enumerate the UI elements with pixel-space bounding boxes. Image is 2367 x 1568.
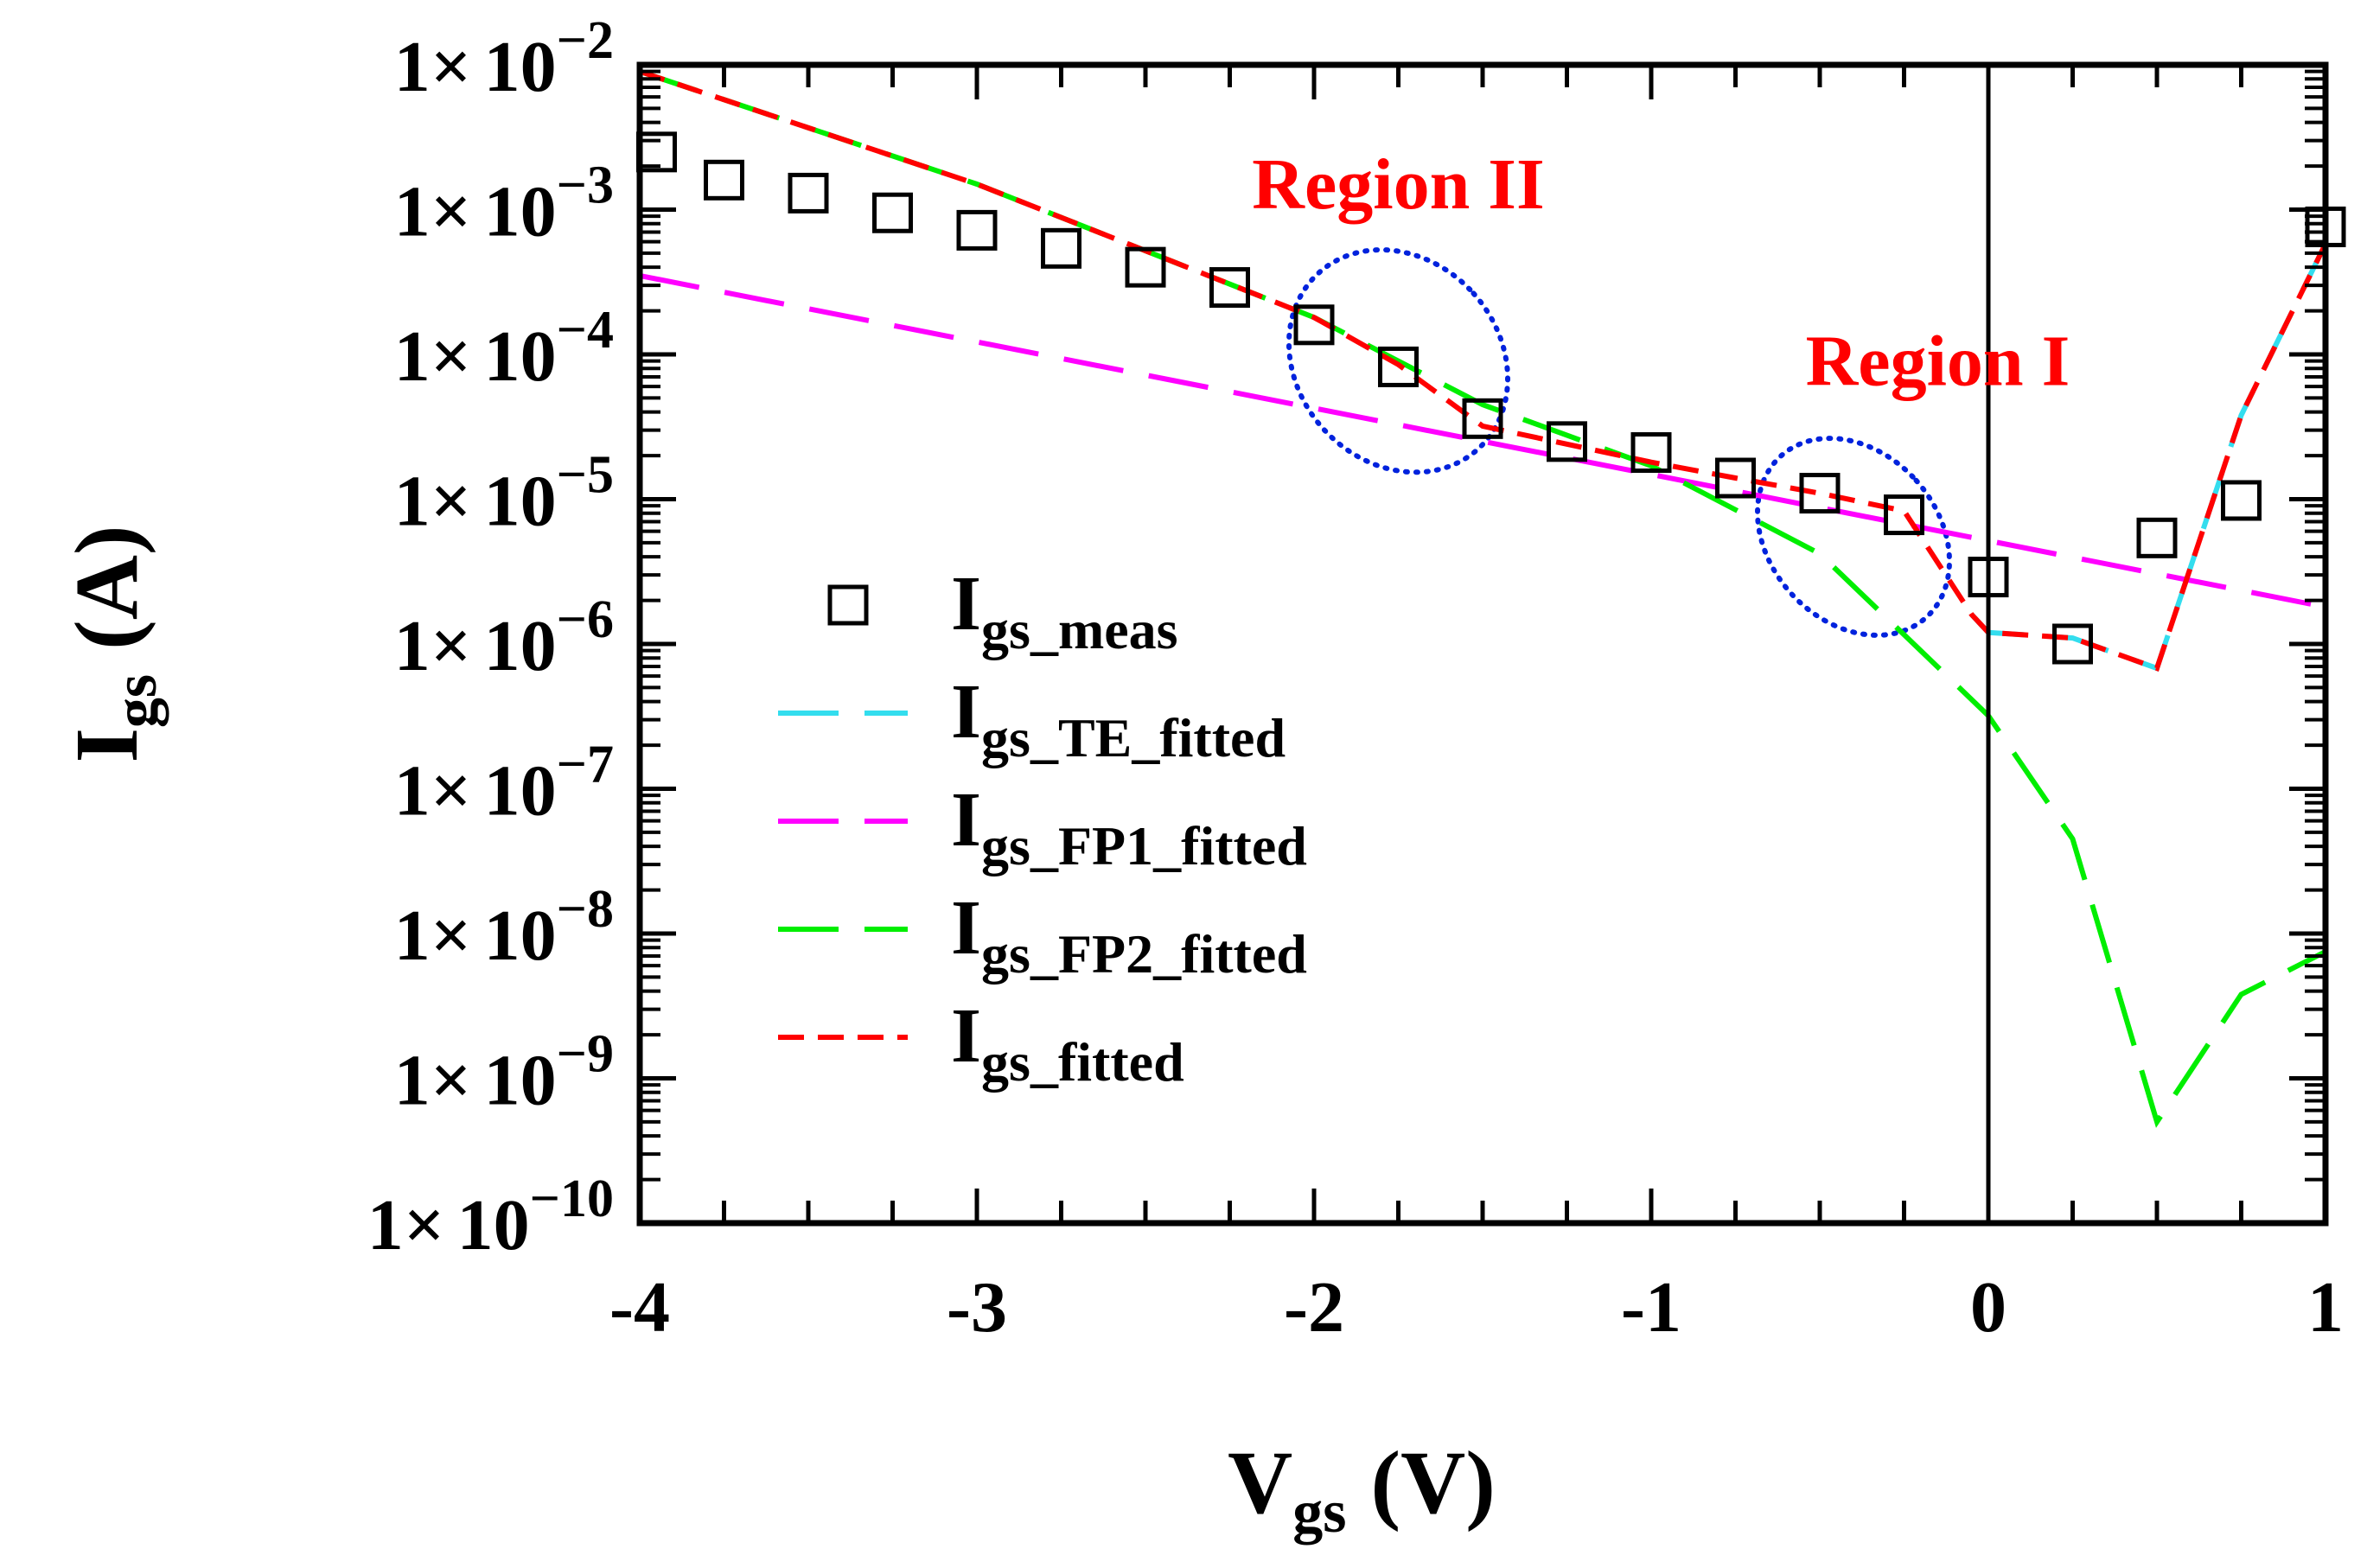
x-tick-label: -4 bbox=[609, 1267, 670, 1348]
series-line-gs-TE-fitted bbox=[1969, 242, 2328, 672]
y-tick-base: 10 bbox=[484, 751, 557, 832]
series-line-gs-fitted bbox=[639, 68, 2328, 672]
y-tick-label: 1× 10−2 bbox=[394, 11, 614, 107]
y-tick-label: 1× 10−8 bbox=[394, 880, 614, 976]
region-label: Region I bbox=[1806, 322, 2070, 402]
x-tick-label: -3 bbox=[947, 1267, 1007, 1348]
meas-marker bbox=[788, 172, 829, 214]
y-tick-base: 10 bbox=[484, 462, 557, 542]
y-tick-exponent: −10 bbox=[530, 1170, 614, 1228]
series-line-gs-FP1-fitted bbox=[639, 272, 2326, 610]
legend-label-main: I bbox=[951, 669, 981, 755]
meas-marker bbox=[1715, 457, 1756, 499]
y-axis-title: Igs(A) bbox=[57, 525, 169, 762]
legend-label-sub: gs_fitted bbox=[981, 1031, 1184, 1093]
y-tick-mantissa: 1× bbox=[394, 896, 472, 976]
highlight-ellipse bbox=[1755, 436, 1952, 638]
legend-label-main: I bbox=[951, 885, 981, 971]
y-tick-base: 10 bbox=[484, 1041, 557, 1121]
legend-label-main: I bbox=[951, 993, 981, 1079]
meas-marker bbox=[1293, 304, 1335, 346]
meas-marker bbox=[1041, 227, 1081, 269]
y-tick-mantissa: 1× bbox=[394, 751, 472, 832]
meas-marker bbox=[704, 159, 744, 201]
y-tick-label: 1× 10−7 bbox=[394, 736, 614, 832]
meas-marker bbox=[1547, 421, 1587, 462]
y-tick-base: 10 bbox=[484, 172, 557, 252]
y-tick-label: 1× 10−9 bbox=[394, 1025, 614, 1121]
meas-marker bbox=[1630, 432, 1672, 474]
series-line-gs-FP2-fitted bbox=[639, 68, 2327, 1128]
y-tick-label: 1× 10−6 bbox=[394, 590, 614, 686]
y-tick-exponent: −5 bbox=[557, 446, 614, 505]
legend-label: Igs_fitted bbox=[951, 993, 1184, 1093]
legend-label: Igs_TE_fitted bbox=[951, 669, 1286, 768]
highlight-ellipses bbox=[1286, 247, 1952, 638]
y-tick-base: 10 bbox=[484, 316, 557, 397]
legend-label-main: I bbox=[951, 561, 981, 647]
legend-label-sub: gs_FP1_fitted bbox=[981, 815, 1307, 876]
meas-marker bbox=[1799, 473, 1841, 514]
y-tick-base: 10 bbox=[484, 896, 557, 976]
legend-swatch-marker bbox=[827, 584, 869, 626]
y-tick-mantissa: 1× bbox=[394, 1041, 472, 1121]
annotations: Region II Region I bbox=[1252, 144, 2070, 402]
legend-label: Igs_FP1_fitted bbox=[951, 777, 1307, 876]
legend-label-sub: gs_TE_fitted bbox=[981, 707, 1286, 768]
y-tick-mantissa: 1× bbox=[394, 27, 472, 107]
region-label: Region II bbox=[1252, 144, 1544, 225]
y-tick-exponent: −7 bbox=[557, 736, 614, 794]
y-tick-base: 10 bbox=[484, 27, 557, 107]
measured-markers bbox=[636, 131, 2346, 665]
y-tick-label: 1× 10−10 bbox=[367, 1170, 614, 1265]
x-tick-label: -2 bbox=[1284, 1267, 1344, 1348]
y-tick-mantissa: 1× bbox=[394, 172, 472, 252]
meas-marker bbox=[872, 192, 913, 233]
y-tick-exponent: −6 bbox=[557, 590, 614, 649]
y-tick-label: 1× 10−3 bbox=[394, 156, 614, 252]
legend-label-sub: gs_meas bbox=[981, 599, 1178, 660]
y-tick-exponent: −4 bbox=[557, 301, 614, 360]
meas-marker bbox=[1462, 398, 1503, 439]
legend-label: Igs_FP2_fitted bbox=[951, 885, 1307, 985]
legend-label-sub: gs_FP2_fitted bbox=[981, 923, 1307, 985]
x-axis-title: Vgs (V) bbox=[1228, 1433, 1496, 1546]
meas-marker bbox=[2136, 517, 2178, 558]
plot-frame bbox=[636, 61, 2329, 1227]
y-tick-mantissa: 1× bbox=[394, 606, 472, 686]
legend: Igs_measIgs_TE_fittedIgs_FP1_fittedIgs_F… bbox=[778, 561, 1307, 1093]
highlight-ellipse bbox=[1286, 247, 1511, 475]
legend-label-main: I bbox=[951, 777, 981, 863]
y-tick-label: 1× 10−5 bbox=[394, 446, 614, 542]
x-tick-label: 0 bbox=[1970, 1267, 2007, 1348]
meas-marker bbox=[1125, 246, 1166, 288]
legend-label: Igs_meas bbox=[951, 561, 1178, 660]
y-tick-exponent: −3 bbox=[557, 156, 614, 215]
axes: -4 -3 -2 -1 0 11× 10−21× 10−31× 10−41× 10−51× 10−6… bbox=[367, 11, 2344, 1348]
meas-marker bbox=[1209, 267, 1250, 309]
meas-marker bbox=[1884, 494, 1924, 536]
x-tick-label: -1 bbox=[1621, 1267, 1681, 1348]
fitted-lines bbox=[639, 68, 2328, 1128]
y-tick-base: 10 bbox=[457, 1185, 530, 1265]
y-tick-mantissa: 1× bbox=[367, 1185, 445, 1265]
y-tick-exponent: −8 bbox=[557, 880, 614, 939]
y-tick-mantissa: 1× bbox=[394, 462, 472, 542]
meas-marker bbox=[2052, 623, 2093, 665]
x-tick-label: 1 bbox=[2307, 1267, 2344, 1348]
meas-marker bbox=[2221, 480, 2262, 521]
y-tick-exponent: −2 bbox=[557, 11, 614, 70]
y-tick-mantissa: 1× bbox=[394, 316, 472, 397]
y-tick-exponent: −9 bbox=[557, 1025, 614, 1084]
y-tick-base: 10 bbox=[484, 606, 557, 686]
meas-marker bbox=[956, 209, 998, 251]
meas-marker bbox=[1378, 346, 1419, 387]
y-tick-label: 1× 10−4 bbox=[394, 301, 614, 397]
